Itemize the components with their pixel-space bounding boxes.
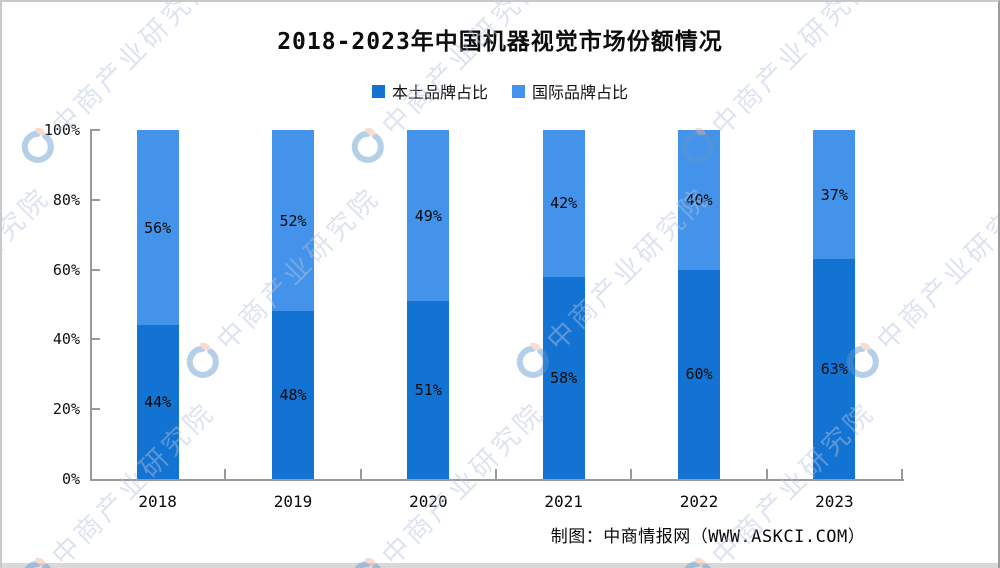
x-axis-tick bbox=[901, 469, 903, 479]
x-axis-tick bbox=[765, 469, 768, 479]
y-axis-label: 20% bbox=[52, 400, 80, 419]
bar-segment-international-2018 bbox=[136, 130, 179, 326]
footer-credit: 制图：中商情报网（WWW.ASKCI.COM） bbox=[550, 527, 866, 547]
bar-label-international-2023: 37% bbox=[820, 185, 848, 204]
x-category-label-2018: 2018 bbox=[138, 492, 177, 511]
x-category-label-2023: 2023 bbox=[815, 492, 854, 511]
y-axis-tick bbox=[90, 129, 100, 131]
x-category-label-2019: 2019 bbox=[273, 492, 313, 511]
bar-segment-international-2022 bbox=[678, 130, 720, 270]
bar-label-international-2022: 40% bbox=[685, 190, 713, 209]
bar-label-domestic-2020: 51% bbox=[414, 381, 442, 399]
bar-label-domestic-2018: 44% bbox=[144, 393, 172, 412]
plot-area bbox=[90, 130, 904, 481]
bar-segment-domestic-2018 bbox=[136, 325, 179, 479]
bar-segment-domestic-2023 bbox=[813, 259, 856, 479]
legend-swatch-international-icon bbox=[512, 84, 525, 98]
bar-label-domestic-2021: 58% bbox=[550, 368, 578, 387]
y-axis-label: 100% bbox=[43, 121, 80, 139]
bottom-strip bbox=[2, 563, 998, 568]
bar-segment-domestic-2020 bbox=[407, 301, 450, 479]
legend-item-domestic: 本土品牌占比 bbox=[371, 79, 488, 103]
bar-label-domestic-2022: 60% bbox=[685, 365, 713, 384]
y-axis-tick bbox=[90, 408, 100, 411]
x-category-label-2020: 2020 bbox=[409, 492, 448, 511]
x-category-label-2022: 2022 bbox=[679, 492, 719, 511]
chart-title: 2018-2023年中国机器视觉市场份额情况 bbox=[277, 29, 723, 55]
bar-segment-international-2021 bbox=[542, 130, 585, 277]
legend-item-international: 国际品牌占比 bbox=[512, 79, 628, 103]
y-axis-label: 60% bbox=[52, 260, 80, 279]
bar-segment-domestic-2022 bbox=[678, 269, 720, 479]
y-axis-tick bbox=[90, 338, 100, 341]
x-category-label-2021: 2021 bbox=[544, 492, 583, 511]
x-axis-tick bbox=[359, 469, 362, 479]
bar-label-international-2021: 42% bbox=[550, 194, 578, 213]
y-axis-label: 40% bbox=[52, 330, 80, 349]
bar-segment-international-2020 bbox=[407, 130, 450, 301]
bar-segment-international-2019 bbox=[272, 130, 314, 312]
x-axis-tick bbox=[495, 469, 497, 479]
bar-segment-domestic-2019 bbox=[272, 311, 314, 479]
bar-label-international-2018: 56% bbox=[144, 218, 172, 237]
legend-swatch-domestic-icon bbox=[371, 84, 385, 98]
bar-label-international-2020: 49% bbox=[414, 206, 442, 225]
y-axis-label: 80% bbox=[52, 190, 80, 209]
y-axis-tick bbox=[90, 198, 100, 201]
legend-label-international: 国际品牌占比 bbox=[532, 83, 629, 102]
legend: 本土品牌占比 国际品牌占比 bbox=[2, 79, 998, 103]
bar-label-domestic-2023: 63% bbox=[820, 360, 848, 379]
bar-label-international-2019: 52% bbox=[279, 211, 307, 230]
x-axis-tick bbox=[224, 469, 227, 479]
y-axis-tick bbox=[90, 268, 100, 271]
legend-label-domestic: 本土品牌占比 bbox=[391, 83, 488, 102]
bar-segment-international-2023 bbox=[813, 130, 856, 260]
bar-segment-domestic-2021 bbox=[542, 276, 585, 479]
bar-label-domestic-2019: 48% bbox=[279, 386, 307, 405]
x-axis-tick bbox=[630, 469, 633, 479]
y-axis-label: 0% bbox=[61, 470, 80, 488]
